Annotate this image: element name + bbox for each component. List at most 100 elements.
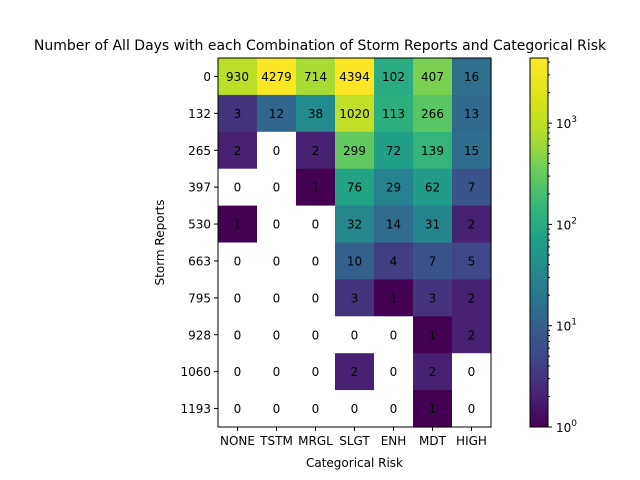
x-tick-label: NONE <box>220 434 255 448</box>
y-tick-label: 795 <box>188 291 211 305</box>
heatmap-cell <box>452 242 492 280</box>
cell-value-label: 62 <box>425 181 440 195</box>
cell-value-label: 2 <box>468 328 476 342</box>
cell-value-label: 10 <box>347 254 362 268</box>
cell-value-label: 32 <box>347 218 362 232</box>
cell-value-label: 1 <box>429 402 437 416</box>
heatmap-cell <box>413 168 453 207</box>
heatmap-cell <box>374 279 414 317</box>
heatmap-cell <box>257 94 297 133</box>
heatmap-cell <box>335 316 375 354</box>
colorbar-tick-label: 103 <box>556 115 577 131</box>
heatmap-cell <box>296 58 336 96</box>
cell-value-label: 0 <box>390 402 398 416</box>
cell-value-label: 76 <box>347 181 362 195</box>
cell-value-label: 0 <box>273 402 281 416</box>
cell-value-label: 14 <box>386 218 401 232</box>
heatmap-cell <box>335 242 375 280</box>
cell-value-label: 0 <box>273 254 281 268</box>
heatmap-cell <box>413 316 453 354</box>
heatmap-cell <box>413 390 453 428</box>
heatmap-cell <box>374 205 414 244</box>
chart-title: Number of All Days with each Combination… <box>34 38 607 54</box>
heatmap-cell <box>296 94 336 133</box>
cell-value-label: 4279 <box>261 70 292 84</box>
y-tick-label: 132 <box>188 107 211 121</box>
y-axis-label: Storm Reports <box>153 200 167 286</box>
heatmap-cell <box>413 205 453 244</box>
heatmap-cell <box>413 242 453 280</box>
cell-value-label: 13 <box>464 107 479 121</box>
heatmap-cell <box>218 205 258 244</box>
heatmap-cell <box>296 168 336 207</box>
cell-value-label: 0 <box>273 328 281 342</box>
x-tick-label: MRGL <box>298 434 333 448</box>
heatmap-cell <box>335 58 375 96</box>
cell-value-label: 930 <box>226 70 249 84</box>
cell-value-label: 0 <box>273 181 281 195</box>
cell-value-label: 0 <box>390 365 398 379</box>
heatmap-cell <box>374 58 414 96</box>
cell-value-label: 0 <box>312 402 320 416</box>
x-tick-label: ENH <box>381 434 407 448</box>
cell-value-label: 407 <box>421 70 444 84</box>
heatmap-cell <box>257 131 297 170</box>
cell-value-label: 1 <box>390 291 398 305</box>
y-tick-label: 928 <box>188 328 211 342</box>
heatmap-cell <box>452 390 492 428</box>
heatmap-cell <box>452 168 492 207</box>
heatmap-cell <box>335 94 375 133</box>
cell-value-label: 0 <box>351 328 359 342</box>
cell-value-label: 2 <box>312 144 320 158</box>
x-tick-label: TSTM <box>259 434 293 448</box>
cell-value-label: 0 <box>312 254 320 268</box>
heatmap-cell <box>452 131 492 170</box>
cell-value-label: 113 <box>382 107 405 121</box>
cell-value-label: 0 <box>234 291 242 305</box>
colorbar <box>529 57 549 428</box>
heatmap-cell <box>374 94 414 133</box>
cell-value-label: 0 <box>234 254 242 268</box>
cell-value-label: 0 <box>234 402 242 416</box>
cell-value-label: 5 <box>468 254 476 268</box>
heatmap-cell <box>335 279 375 317</box>
y-tick-label: 265 <box>188 144 211 158</box>
cell-value-label: 1 <box>429 328 437 342</box>
heatmap-cell <box>257 205 297 244</box>
heatmap-cell <box>218 390 258 428</box>
y-axis: 0 132 265 397 530 663 795 928 1060 1193 <box>180 70 218 416</box>
heatmap-cell <box>218 94 258 133</box>
cell-value-label: 38 <box>308 107 323 121</box>
heatmap-cell <box>218 316 258 354</box>
cell-value-label: 714 <box>304 70 327 84</box>
x-axis: NONE TSTM MRGL SLGT ENH MDT HIGH <box>220 427 487 448</box>
heatmap-cell <box>257 316 297 354</box>
cell-value-label: 3 <box>234 107 242 121</box>
heatmap-cell <box>257 58 297 96</box>
cell-value-label: 0 <box>390 328 398 342</box>
colorbar-tick-label: 101 <box>556 318 577 334</box>
heatmap-cell <box>218 168 258 207</box>
cell-value-label: 31 <box>425 218 440 232</box>
cell-value-label: 1 <box>312 181 320 195</box>
cell-value-label: 0 <box>234 365 242 379</box>
heatmap-cell-labels: 930 4279 714 4394 102 407 163 12 38 1020 113 266 132… <box>226 70 479 416</box>
cell-value-label: 139 <box>421 144 444 158</box>
y-tick-label: 530 <box>188 218 211 232</box>
heatmap-cell <box>335 390 375 428</box>
cell-value-label: 0 <box>312 218 320 232</box>
cell-value-label: 3 <box>351 291 359 305</box>
heatmap-cell <box>452 94 492 133</box>
cell-value-label: 0 <box>234 328 242 342</box>
heatmap-cell <box>374 131 414 170</box>
x-tick-label: MDT <box>419 434 447 448</box>
cell-value-label: 4394 <box>339 70 370 84</box>
cell-value-label: 0 <box>234 181 242 195</box>
cell-value-label: 72 <box>386 144 401 158</box>
heatmap-cell <box>296 316 336 354</box>
heatmap-cell <box>452 353 492 391</box>
cell-value-label: 0 <box>468 365 476 379</box>
cell-value-label: 0 <box>273 144 281 158</box>
x-axis-label: Categorical Risk <box>306 456 403 470</box>
